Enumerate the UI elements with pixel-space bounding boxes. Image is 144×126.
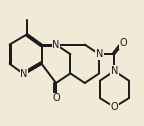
Text: O: O: [119, 38, 127, 48]
Text: N: N: [111, 66, 118, 76]
Text: N: N: [20, 69, 28, 79]
Text: O: O: [52, 93, 60, 103]
Text: N: N: [95, 49, 103, 59]
Text: N: N: [52, 40, 60, 50]
Text: O: O: [111, 102, 118, 112]
